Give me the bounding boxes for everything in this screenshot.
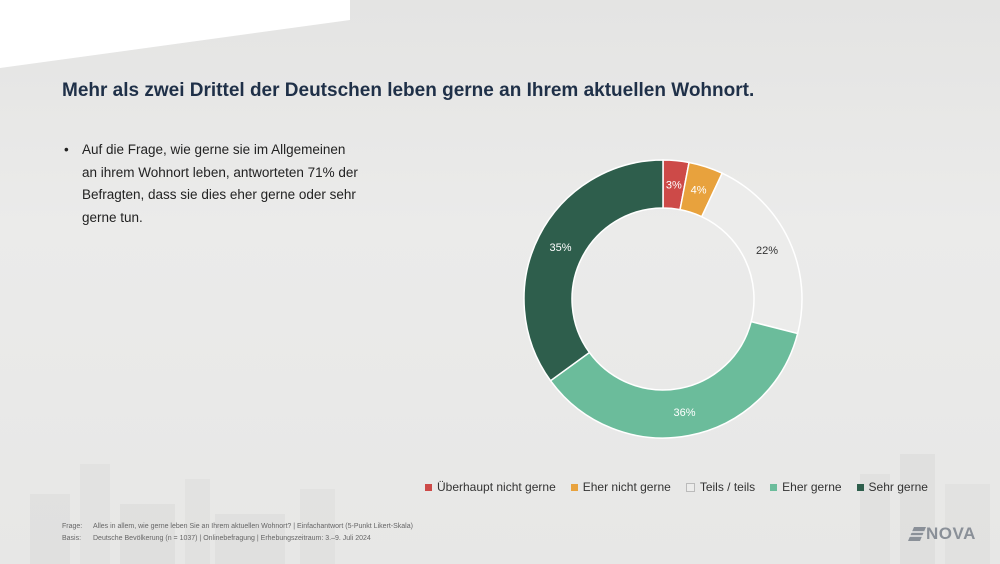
page-title: Mehr als zwei Drittel der Deutschen lebe…	[62, 80, 755, 101]
slice-value-label: 36%	[674, 407, 696, 419]
legend-item-sehr-gerne: Sehr gerne	[856, 480, 928, 494]
footnote-frage: Frage: Alles in allem, wie gerne leben S…	[62, 523, 413, 530]
donut-slice-3	[700, 172, 803, 335]
legend-label: Teils / teils	[699, 480, 756, 494]
footnote-text: Deutsche Bevölkerung (n = 1037) | Online…	[93, 535, 371, 542]
logo-text: NOVA	[926, 524, 976, 543]
footnote-text: Alles in allem, wie gerne leben Sie an I…	[93, 523, 413, 530]
legend-label: Überhaupt nicht gerne	[437, 480, 556, 494]
legend-item-eher-nicht-gerne: Eher nicht gerne	[570, 480, 671, 494]
bullet-list: Auf die Frage, wie gerne sie im Allgemei…	[62, 139, 362, 229]
legend-label: Sehr gerne	[868, 480, 928, 494]
legend-swatch	[685, 482, 695, 492]
slice-value-label: 22%	[756, 245, 778, 257]
slice-value-label: 35%	[550, 242, 572, 254]
skyline-background	[30, 454, 990, 564]
footnote-key: Frage:	[62, 523, 83, 530]
legend-swatch	[770, 483, 778, 491]
legend-label: Eher nicht gerne	[582, 480, 671, 494]
corner-decoration	[0, 0, 350, 68]
legend-swatch	[856, 483, 864, 491]
chart-legend: Überhaupt nicht gerne Eher nicht gerne T…	[425, 480, 943, 494]
donut-slice-5	[523, 159, 664, 382]
donut-slice-4	[549, 320, 799, 439]
donut-chart: 3% 4% 22% 36% 35%	[523, 159, 803, 439]
brand-logo: NOVA	[908, 524, 976, 544]
slice-value-label: 3%	[666, 180, 682, 192]
legend-swatch	[425, 483, 432, 491]
nova-logo-icon	[908, 527, 926, 541]
bullet-item: Auf die Frage, wie gerne sie im Allgemei…	[62, 139, 362, 229]
legend-label: Eher gerne	[782, 480, 842, 494]
legend-swatch	[570, 483, 578, 491]
legend-item-eher-gerne: Eher gerne	[770, 480, 842, 494]
footnote-basis: Basis: Deutsche Bevölkerung (n = 1037) |…	[62, 535, 371, 542]
legend-item-teils-teils: Teils / teils	[685, 480, 756, 494]
legend-item-ueberhaupt-nicht-gerne: Überhaupt nicht gerne	[425, 480, 556, 494]
footnote-key: Basis:	[62, 535, 82, 542]
slice-value-label: 4%	[691, 185, 707, 197]
